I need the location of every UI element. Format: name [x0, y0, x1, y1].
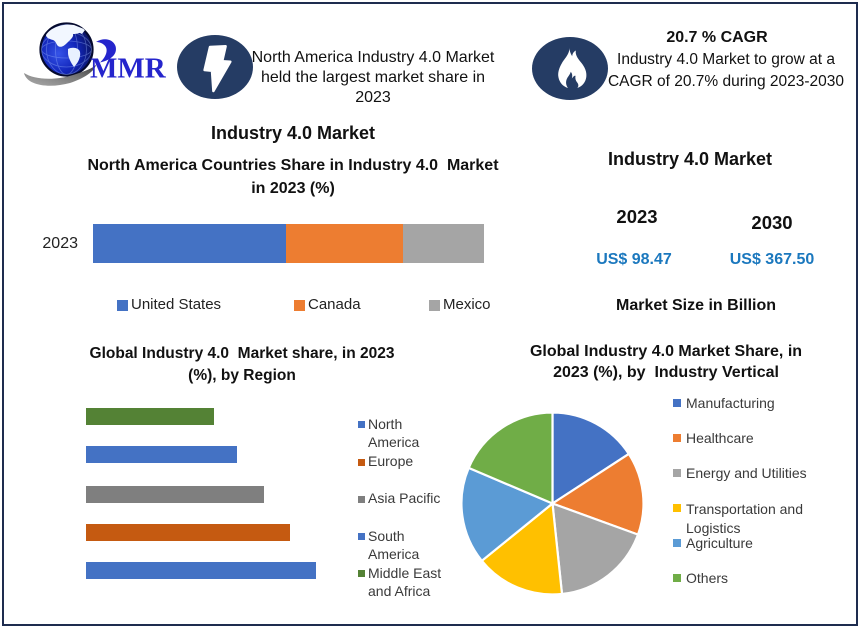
svg-text:MMR: MMR — [90, 53, 167, 85]
